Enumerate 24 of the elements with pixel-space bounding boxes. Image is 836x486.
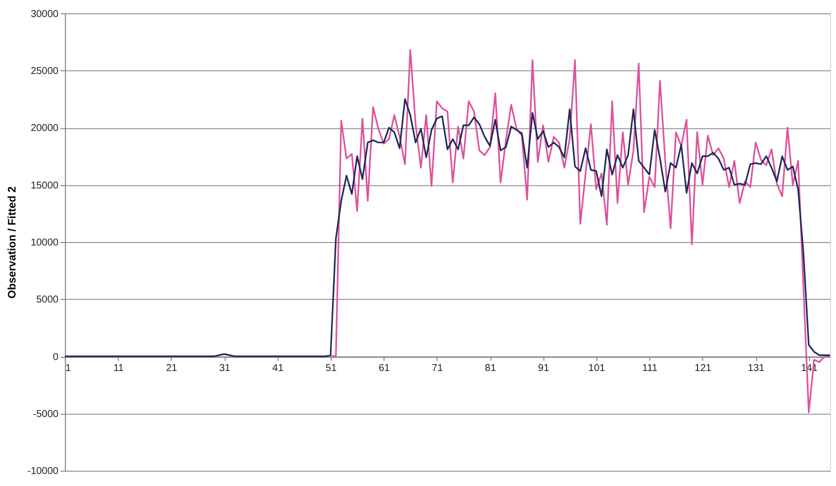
y-tick-label: -10000 <box>27 466 59 478</box>
x-tick-label: 11 <box>113 362 124 374</box>
x-tick-label: 1 <box>65 362 72 374</box>
y-tick-label: 10000 <box>30 237 59 248</box>
x-tick-label: 81 <box>484 362 496 374</box>
y-tick-label: -5000 <box>32 409 59 420</box>
x-tick-label: 111 <box>642 362 658 374</box>
x-tick-label: 101 <box>588 362 606 374</box>
y-tick-label: 0 <box>52 352 59 363</box>
x-tick-label: 51 <box>326 362 338 374</box>
x-tick-label: 61 <box>378 362 390 374</box>
x-tick-label: 21 <box>166 362 178 374</box>
x-tick-label: 31 <box>219 362 231 374</box>
y-axis-title: Observation / Fitted 2 <box>6 186 18 299</box>
y-tick-label: 5000 <box>36 294 59 306</box>
y-tick-label: 20000 <box>30 123 59 134</box>
x-tick-label: 121 <box>694 362 712 374</box>
x-tick-label: 91 <box>538 362 550 374</box>
y-tick-label: 30000 <box>30 8 59 20</box>
x-tick-label: 131 <box>748 362 765 374</box>
y-tick-label: 15000 <box>30 180 59 192</box>
y-tick-label: 25000 <box>30 66 59 77</box>
x-tick-label: 41 <box>272 362 284 374</box>
x-tick-label: 71 <box>432 362 444 374</box>
